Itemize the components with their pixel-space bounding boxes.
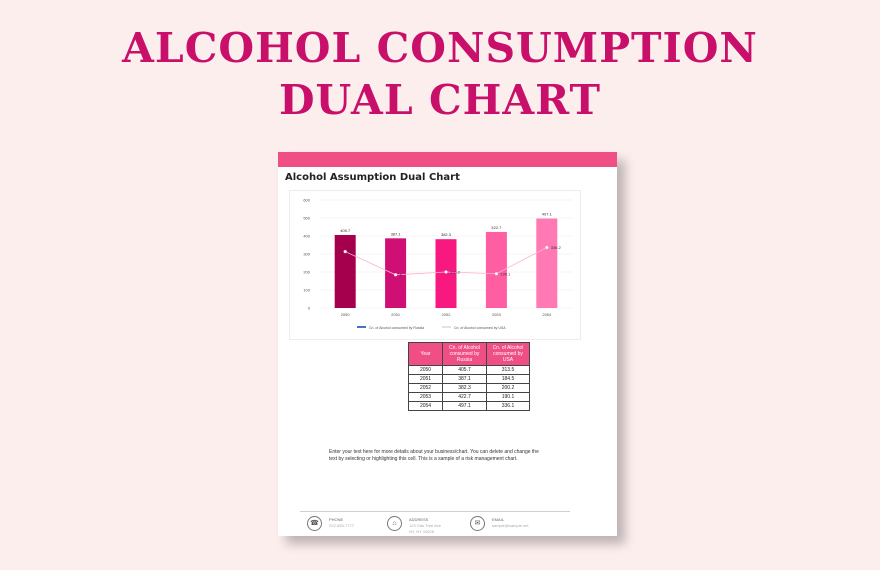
table-cell: 2050 <box>408 365 443 375</box>
description-text: Enter your text here for more details ab… <box>329 449 539 462</box>
line-value-label: 336.2 <box>551 245 562 250</box>
phone-icon: ☎ <box>307 516 322 531</box>
legend-swatch-russia <box>357 326 366 328</box>
phone-label: PHONE <box>329 517 344 522</box>
table-header-year: Year <box>408 342 443 366</box>
line-value-label: 200.2 <box>450 269 461 274</box>
table-cell: 2051 <box>408 374 443 384</box>
page-title: ALCOHOL CONSUMPTION DUAL CHART <box>0 22 880 126</box>
bar-value-label: 387.1 <box>391 231 402 236</box>
x-tick-label: 2051 <box>391 312 401 317</box>
email-label: EMAIL <box>492 517 505 522</box>
bar-value-label: 497.1 <box>542 212 553 217</box>
table-cell: 2054 <box>408 401 443 411</box>
table-cell: 2052 <box>408 383 443 393</box>
x-tick-label: 2053 <box>492 312 502 317</box>
mail-icon: ✉ <box>470 516 485 531</box>
footer-divider <box>300 511 570 512</box>
address-label: ADDRESS <box>409 517 429 522</box>
y-tick-label: 400 <box>303 234 310 239</box>
legend-label-usa: Cn. of Alcohol consumed by USA <box>454 326 506 330</box>
address-value: 123 Oak Tree Ave NY, NY 10026 <box>409 523 469 535</box>
table-cell: 200.2 <box>486 383 530 393</box>
table-cell: 2053 <box>408 392 443 402</box>
table-header-usa: Cn. of Alcohol consumed by USA <box>486 342 530 366</box>
table-row: 2052 382.3 200.2 <box>408 383 530 393</box>
table-header-russia: Cn. of Alcohol consumed by Russia <box>442 342 487 366</box>
y-tick-label: 0 <box>308 306 311 311</box>
y-tick-label: 200 <box>303 270 310 275</box>
line-point <box>343 249 347 254</box>
x-tick-label: 2054 <box>542 312 552 317</box>
y-tick-label: 100 <box>303 288 310 293</box>
title-line-1: ALCOHOL CONSUMPTION <box>122 24 758 72</box>
document-preview: Alcohol Assumption Dual Chart 0 100 200 300… <box>278 152 617 536</box>
y-tick-label: 600 <box>303 198 310 203</box>
y-tick-label: 500 <box>303 216 310 221</box>
bar <box>485 231 507 308</box>
table-header-row: Year Cn. of Alcohol consumed by Russia C… <box>408 342 530 366</box>
bar <box>334 234 356 308</box>
table-cell: 184.5 <box>486 374 530 384</box>
table-cell: 313.5 <box>486 365 530 375</box>
line-point <box>444 270 448 274</box>
line-value-label: 190.1 <box>500 271 511 276</box>
table-cell: 422.7 <box>442 392 487 402</box>
table-row: 2050 405.7 313.5 <box>408 365 530 375</box>
table-cell: 497.1 <box>442 401 487 411</box>
y-tick-label: 300 <box>303 252 310 257</box>
line-point <box>545 245 549 250</box>
address-line-1: 123 Oak Tree Ave <box>409 523 441 528</box>
line-value-label: 5 <box>400 272 403 277</box>
bar-value-label: 422.7 <box>491 225 502 230</box>
table-cell: 190.1 <box>486 392 530 402</box>
legend-swatch-usa <box>442 326 451 328</box>
table-cell: 405.7 <box>442 365 487 375</box>
data-table-container: Year Cn. of Alcohol consumed by Russia C… <box>408 342 530 411</box>
document-header-bar <box>278 152 617 167</box>
table-cell: 387.1 <box>442 374 487 384</box>
table-row: 2051 387.1 184.5 <box>408 374 530 384</box>
bar-value-label: 405.7 <box>340 228 351 233</box>
line-point <box>494 272 499 276</box>
table-cell: 382.3 <box>442 383 487 393</box>
dual-chart: 0 100 200 300 400 500 600 405.7 387.1 382.3 422.7… <box>303 198 572 330</box>
bar-value-label: 382.3 <box>441 232 452 237</box>
x-tick-label: 2050 <box>341 312 351 317</box>
location-icon: ⌂ <box>387 516 402 531</box>
phone-value: 222-555-7777 <box>329 523 354 528</box>
email-value: sample@sample.net <box>492 523 529 528</box>
table-row: 2054 497.1 336.1 <box>408 401 530 411</box>
line-value-label: 5 <box>349 249 352 254</box>
line-point <box>393 273 398 277</box>
bar <box>536 218 558 308</box>
table-cell: 336.1 <box>486 401 530 411</box>
data-table: Year Cn. of Alcohol consumed by Russia C… <box>408 342 530 411</box>
title-line-2: DUAL CHART <box>278 76 601 124</box>
address-line-2: NY, NY 10026 <box>409 529 434 534</box>
table-row: 2053 422.7 190.1 <box>408 392 530 402</box>
document-title: Alcohol Assumption Dual Chart <box>285 172 460 183</box>
x-tick-label: 2052 <box>442 312 452 317</box>
legend-label-russia: Cn. of Alcohol consumed by Russia <box>369 326 424 330</box>
chart-container: 0 100 200 300 400 500 600 405.7 387.1 382.3 422.7… <box>289 190 581 340</box>
